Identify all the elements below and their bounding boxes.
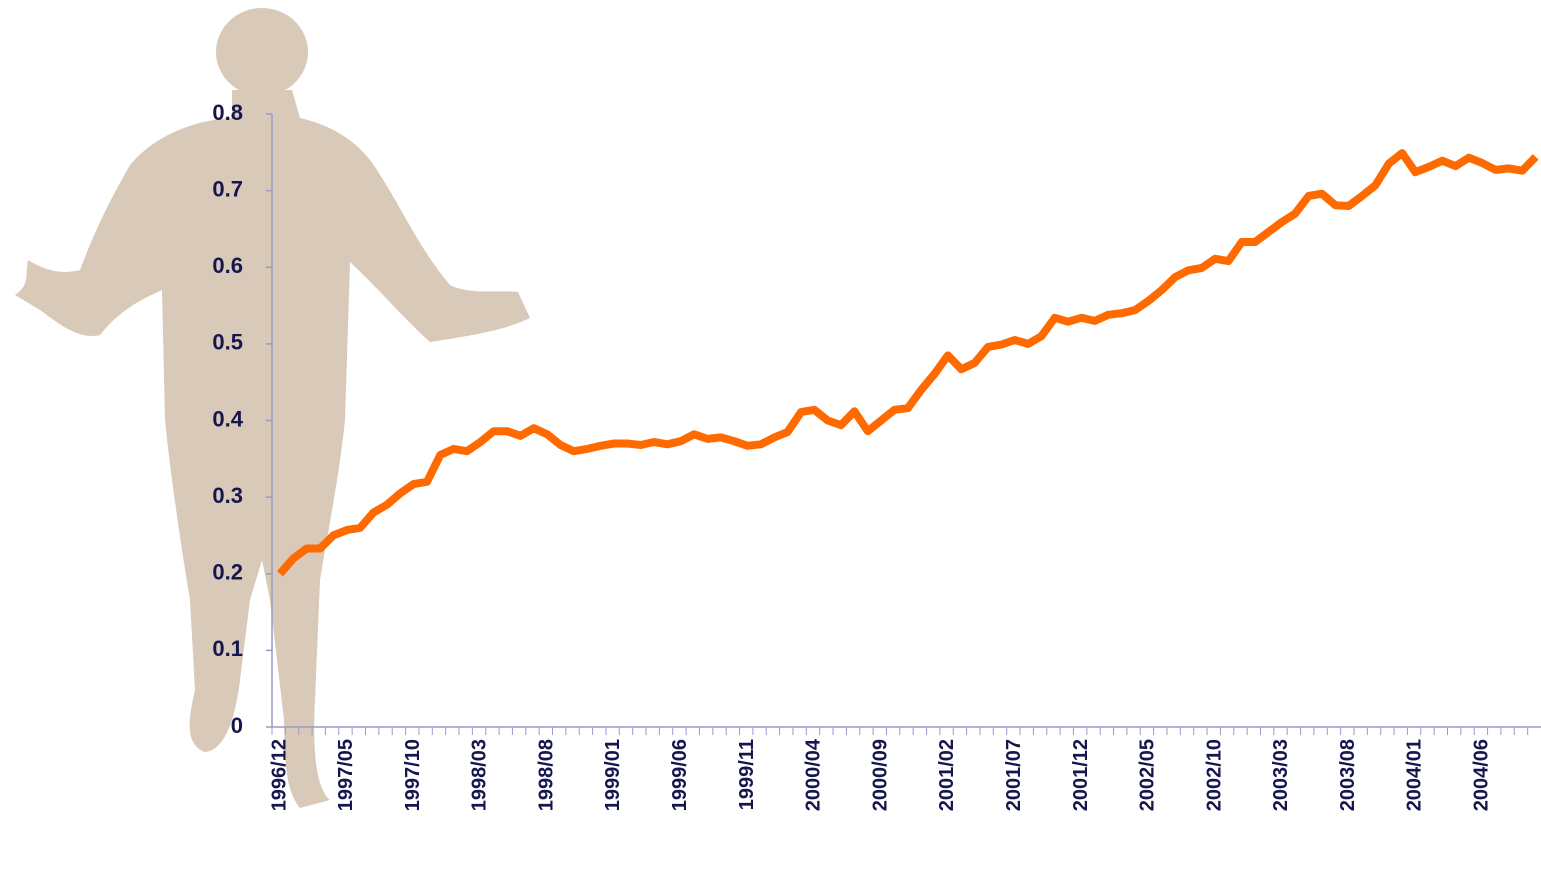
x-tick-label: 1999/01 [602, 739, 624, 811]
y-tick-label: 0.8 [212, 100, 243, 125]
x-tick-label: 1998/08 [535, 739, 557, 811]
chart: 0 0.1 0.2 0.3 0.4 0.5 0.6 0.7 0.8 1996/12 1997/05 1… [0, 0, 1541, 878]
x-tick-label: 1996/12 [268, 739, 290, 811]
y-tick-label: 0.2 [212, 560, 243, 585]
x-tick-label: 1997/10 [402, 739, 424, 811]
x-tick-label: 2001/07 [1003, 739, 1025, 811]
x-tick-label: 2002/05 [1137, 739, 1159, 811]
x-tick-label: 2004/01 [1404, 739, 1426, 811]
y-tick-label: 0.7 [212, 176, 243, 201]
y-tick-label: 0.4 [212, 406, 243, 431]
x-tick-label: 1999/11 [736, 739, 758, 810]
x-tick-label: 2003/08 [1337, 739, 1359, 811]
x-tick-label: 1998/03 [469, 739, 491, 811]
y-tick-label: 0.3 [212, 483, 243, 508]
y-tick-label: 0.1 [212, 636, 243, 661]
page: {"chart_data": { "type": "line", "catego… [0, 0, 1541, 878]
x-tick-label: 1999/06 [669, 739, 691, 811]
data-line [280, 153, 1536, 574]
x-tick-label: 2000/04 [803, 738, 825, 811]
x-tick-label: 2004/06 [1471, 739, 1493, 811]
y-tick-label: 0.6 [212, 253, 243, 278]
y-tick-label: 0.5 [212, 330, 243, 355]
x-tick-label: 2001/12 [1070, 739, 1092, 811]
x-tick-label: 2001/02 [936, 739, 958, 811]
x-tick-label: 2002/10 [1203, 739, 1225, 811]
x-tick-label: 2003/03 [1270, 739, 1292, 811]
x-tick-label: 1997/05 [335, 739, 357, 811]
x-tick-label: 2000/09 [869, 739, 891, 811]
y-tick-label: 0 [231, 713, 243, 738]
